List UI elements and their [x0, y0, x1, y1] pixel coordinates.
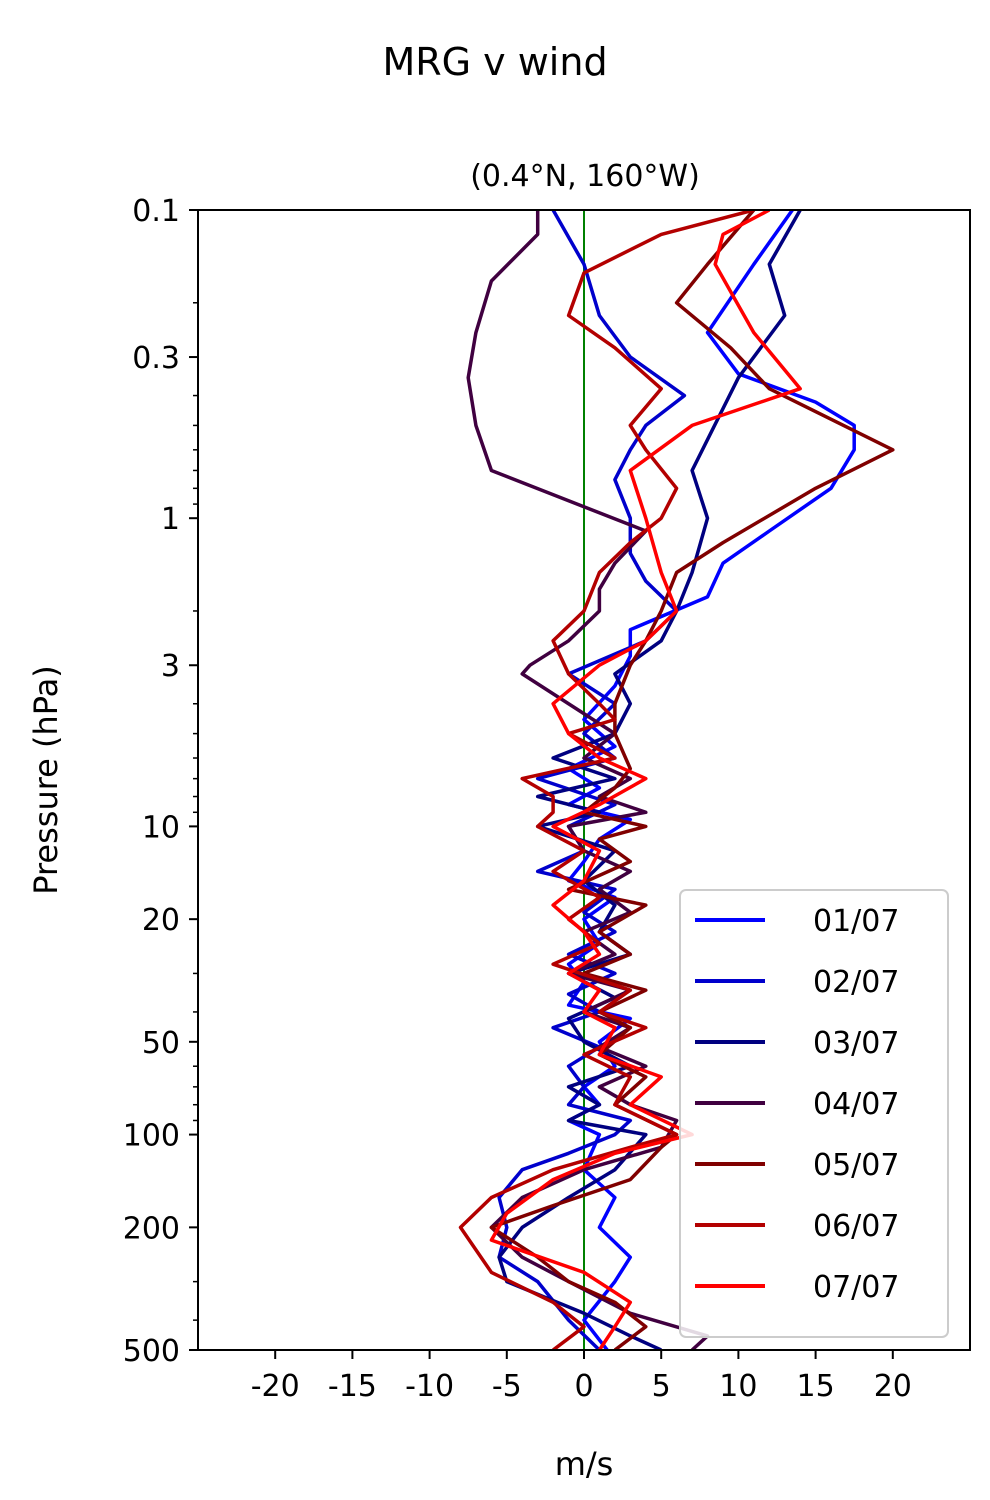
y-tick-label: 10: [142, 810, 180, 845]
legend-label: 02/07: [813, 965, 899, 1000]
x-tick-label: 20: [874, 1369, 912, 1404]
series-line-1: [566, 210, 856, 1350]
legend-label: 04/07: [813, 1087, 899, 1122]
x-axis-label: m/s: [555, 1445, 614, 1483]
y-tick-label: 500: [123, 1334, 180, 1369]
y-tick-label: 0.1: [132, 194, 180, 229]
legend-label: 05/07: [813, 1148, 899, 1183]
series-line-7: [489, 210, 802, 1350]
x-tick-label: 15: [797, 1369, 835, 1404]
y-tick-label: 100: [123, 1119, 180, 1154]
series-line-5: [489, 210, 895, 1350]
series-line-3: [497, 210, 802, 1350]
y-tick-label: 3: [161, 649, 180, 684]
legend-label: 06/07: [813, 1209, 899, 1244]
y-tick-label: 1: [161, 502, 180, 537]
x-tick-label: 0: [574, 1369, 593, 1404]
x-tick-label: -20: [251, 1369, 300, 1404]
y-tick-label: 200: [123, 1211, 180, 1246]
y-axis-label: Pressure (hPa): [27, 665, 65, 895]
y-tick-label: 0.3: [132, 341, 180, 376]
x-tick-label: -15: [328, 1369, 377, 1404]
y-tick-label: 20: [142, 903, 180, 938]
x-tick-label: 10: [719, 1369, 757, 1404]
legend-label: 03/07: [813, 1026, 899, 1061]
plot-frame: [197, 209, 971, 1351]
plot-lines: [458, 210, 895, 1350]
legend-label: 01/07: [813, 904, 899, 939]
legend-label: 07/07: [813, 1270, 899, 1305]
chart-title: (0.4°N, 160°W): [470, 159, 700, 194]
x-tick-label: -10: [405, 1369, 454, 1404]
axis-ticks: -20 -15 -10 -5 0 5 10 15 20 0.1 0.3 1 3 10 20 50 100 200 5…: [123, 194, 912, 1404]
series-line-2: [497, 210, 687, 1350]
legend: 01/07 02/07 03/07 04/07 05/07 06/07 07/07: [679, 889, 949, 1338]
chart-suptitle: MRG v wind: [382, 40, 607, 84]
y-tick-label: 50: [142, 1026, 180, 1061]
x-tick-label: -5: [492, 1369, 522, 1404]
x-tick-label: 5: [652, 1369, 671, 1404]
